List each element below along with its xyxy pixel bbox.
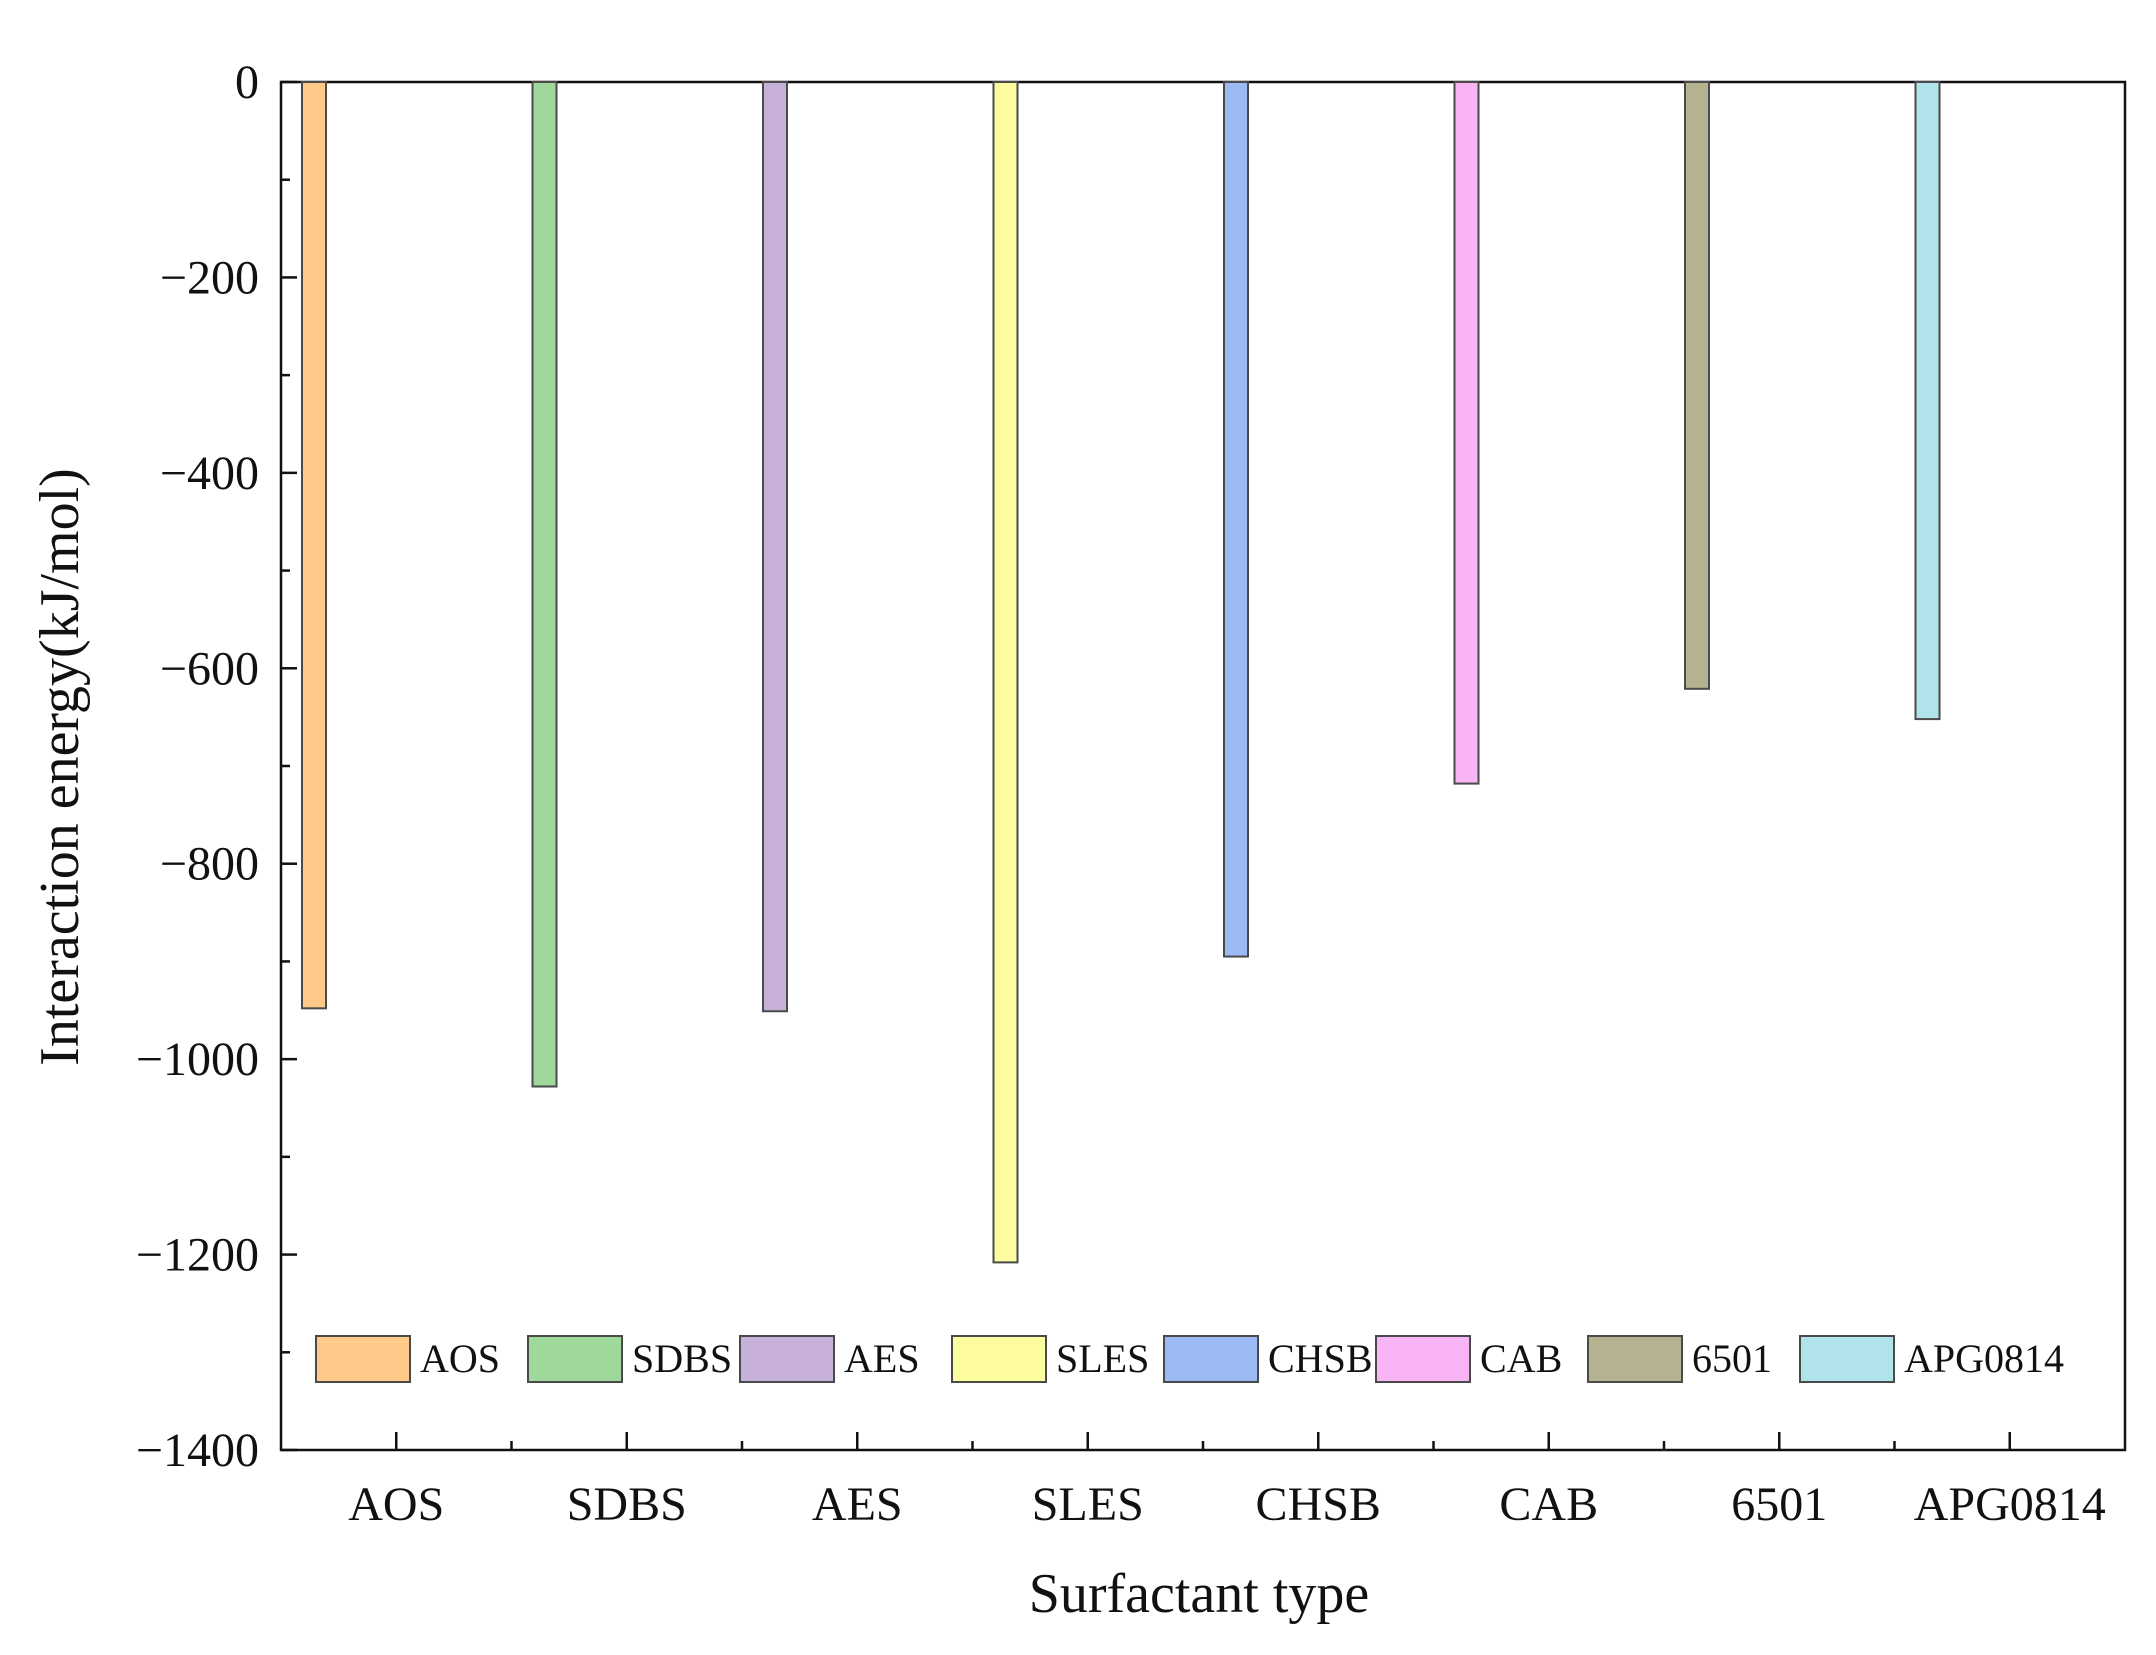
- bar-6501: [1684, 81, 1710, 690]
- y-tick-label: −600: [160, 642, 259, 695]
- x-tick-label: SDBS: [567, 1478, 687, 1531]
- x-tick-label: CHSB: [1256, 1478, 1381, 1531]
- x-tick-label: SLES: [1032, 1478, 1144, 1531]
- y-axis-title: Interaction energy(kJ/mol): [29, 468, 91, 1066]
- x-tick-label: AES: [812, 1478, 903, 1531]
- legend-swatch-chsb: [1163, 1335, 1259, 1383]
- bar-sdbs: [531, 81, 558, 1088]
- legend-swatch-6501: [1587, 1335, 1683, 1383]
- legend-label: CAB: [1480, 1336, 1562, 1381]
- y-tick-label: −1200: [136, 1229, 259, 1282]
- x-axis-title: Surfactant type: [1029, 1563, 1370, 1625]
- legend-swatch-sdbs: [527, 1335, 623, 1383]
- x-tick-label: AOS: [348, 1478, 444, 1531]
- legend-swatch-aes: [739, 1335, 835, 1383]
- y-tick-label: 0: [235, 56, 259, 109]
- legend-label: 6501: [1692, 1336, 1772, 1381]
- legend-label: AOS: [420, 1336, 500, 1381]
- x-tick-label: 6501: [1731, 1478, 1827, 1531]
- legend-swatch-cab: [1375, 1335, 1471, 1383]
- bar-cab: [1453, 81, 1480, 785]
- bar-apg0814: [1914, 81, 1941, 721]
- legend-label: SDBS: [632, 1336, 732, 1381]
- legend-swatch-apg0814: [1799, 1335, 1895, 1383]
- legend-swatch-aos: [315, 1335, 411, 1383]
- legend: AOS SDBS AES SLES CHSB CAB 6501 APG0814: [315, 1335, 2064, 1383]
- y-tick-label: −1000: [136, 1033, 259, 1086]
- bar-sles: [992, 81, 1019, 1264]
- y-tick-label: −200: [160, 251, 259, 304]
- x-tick-label: APG0814: [1914, 1478, 2106, 1531]
- legend-label: SLES: [1056, 1336, 1149, 1381]
- legend-swatch-sles: [951, 1335, 1047, 1383]
- y-tick-label: −1400: [136, 1424, 259, 1477]
- y-tick-label: −800: [160, 838, 259, 891]
- legend-label: APG0814: [1904, 1336, 2064, 1381]
- legend-label: CHSB: [1268, 1336, 1373, 1381]
- bar-aes: [762, 81, 788, 1013]
- legend-label: AES: [844, 1336, 920, 1381]
- bar-chsb: [1223, 81, 1249, 958]
- y-tick-label: −400: [160, 447, 259, 500]
- plot-frame: [279, 80, 2127, 1452]
- bar-aos: [301, 81, 327, 1010]
- x-tick-label: CAB: [1499, 1478, 1598, 1531]
